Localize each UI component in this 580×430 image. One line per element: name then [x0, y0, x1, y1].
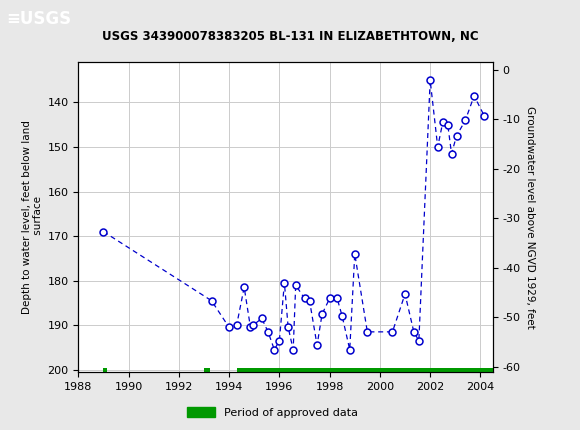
Bar: [204, 368, 211, 373]
Legend: Period of approved data: Period of approved data: [183, 402, 362, 422]
Text: ≡USGS: ≡USGS: [6, 10, 71, 28]
Bar: [103, 368, 107, 373]
Text: USGS 343900078383205 BL-131 IN ELIZABETHTOWN, NC: USGS 343900078383205 BL-131 IN ELIZABETH…: [102, 30, 478, 43]
Bar: [237, 368, 493, 373]
Y-axis label: Groundwater level above NGVD 1929, feet: Groundwater level above NGVD 1929, feet: [525, 106, 535, 329]
Y-axis label: Depth to water level, feet below land
 surface: Depth to water level, feet below land su…: [21, 120, 44, 314]
